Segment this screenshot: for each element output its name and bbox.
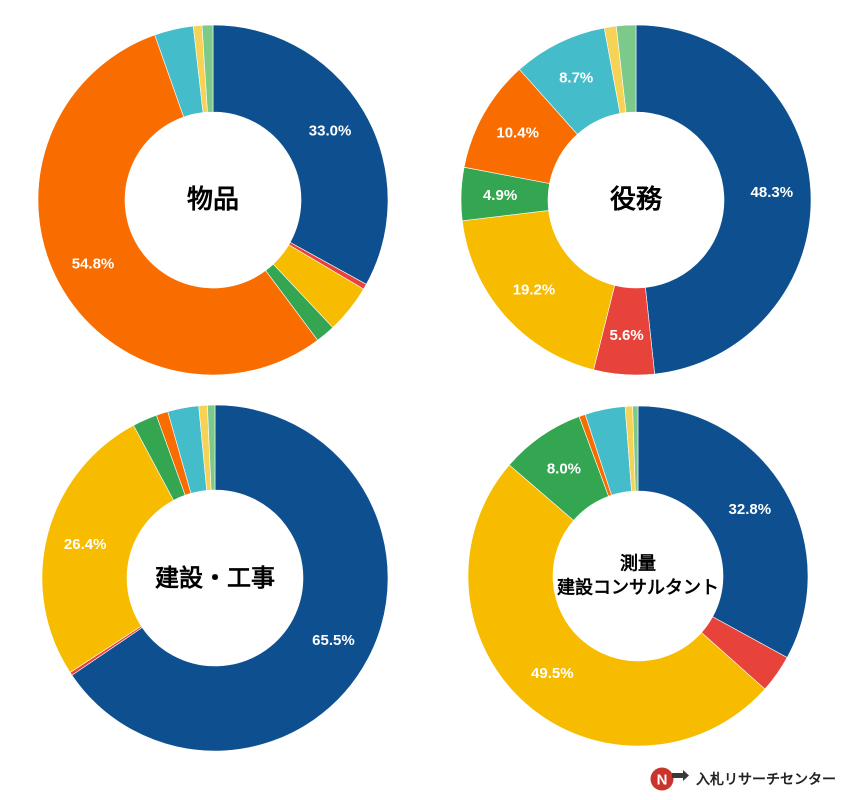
donut-slice-blue — [71, 404, 389, 752]
svg-text:N: N — [657, 772, 668, 789]
donut-slice-blue — [637, 405, 809, 658]
donut-center-label: 測量 — [620, 552, 656, 574]
donut-center-label: 物品 — [187, 185, 239, 215]
donut-chart-2: 48.3% 5.6% 19.2% 4.9% 10.4% 8.7% 役務 — [460, 24, 812, 376]
donut-slice-orange — [37, 34, 319, 376]
slice-percent-label: 10.4% — [496, 124, 539, 141]
donut-slice-lightgreen — [632, 405, 639, 492]
donut-slice-lightgreen — [615, 24, 637, 113]
slice-percent-label: 4.9% — [483, 187, 517, 204]
slice-percent-label: 48.3% — [751, 184, 794, 201]
donut-slice-blue — [635, 24, 812, 375]
donut-slice-yellow — [41, 424, 174, 673]
donut-slice-lightgreen — [207, 404, 216, 491]
slice-percent-label: 65.5% — [312, 632, 355, 649]
slice-percent-label: 32.8% — [729, 501, 772, 518]
slice-percent-label: 33.0% — [309, 122, 352, 139]
donut-center-label: 建設コンサルタント — [557, 577, 719, 599]
donut-slice-lightgreen — [201, 24, 214, 113]
slice-percent-label: 8.0% — [547, 461, 581, 478]
slice-percent-label: 19.2% — [513, 281, 556, 298]
slice-percent-label: 26.4% — [64, 536, 107, 553]
slice-percent-label: 54.8% — [72, 256, 115, 273]
nyusatsu-logo-icon: N — [650, 767, 689, 791]
donut-slice-yellow — [467, 464, 766, 747]
slice-percent-label: 5.6% — [610, 327, 644, 344]
slice-percent-label: 8.7% — [559, 69, 593, 86]
donut-center-label: 建設・工事 — [155, 564, 275, 592]
brand-logo: N 入札リサーチセンター — [650, 766, 836, 792]
donut-chart-3: 65.5% 26.4% 建設・工事 — [41, 404, 389, 752]
brand-name: 入札リサーチセンター — [696, 772, 836, 788]
donut-slice-blue — [212, 24, 389, 285]
donut-center-label: 役務 — [610, 185, 663, 215]
slice-percent-label: 49.5% — [531, 665, 574, 682]
donut-chart-1: 33.0% 54.8% 物品 — [37, 24, 389, 376]
donut-slice-yellow — [461, 210, 616, 371]
